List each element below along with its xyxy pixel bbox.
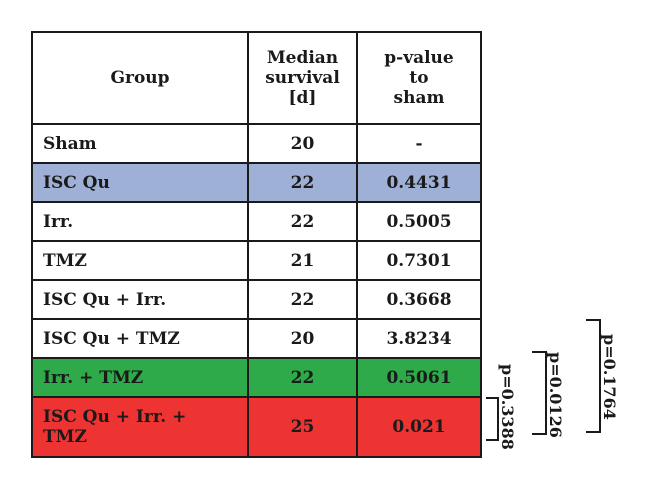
cell-pvalue: 0.5005 xyxy=(356,201,482,242)
cell-median: 22 xyxy=(247,201,358,242)
header-group: Group xyxy=(31,31,249,125)
header-group-label: Group xyxy=(110,68,170,88)
bracket-line-2 xyxy=(532,351,547,435)
table-row: TMZ 21 0.7301 xyxy=(31,240,482,281)
cell-median: 21 xyxy=(247,240,358,281)
bracket-label-1: p=0.3388 xyxy=(498,364,517,450)
cell-group-line-1: ISC Qu + Irr. + xyxy=(43,407,187,427)
cell-group-line-2: TMZ xyxy=(43,427,87,447)
bracket-label-3: p=0.1764 xyxy=(600,334,619,420)
cell-median: 22 xyxy=(247,279,358,320)
cell-group: ISC Qu + Irr. + TMZ xyxy=(31,396,249,458)
header-pvalue: p-value to sham xyxy=(356,31,482,125)
cell-median: 22 xyxy=(247,357,358,398)
cell-median: 25 xyxy=(247,396,358,458)
table-row: Irr. + TMZ 22 0.5061 xyxy=(31,357,482,398)
cell-group: Sham xyxy=(31,123,249,164)
header-median-line-2: survival xyxy=(265,68,340,88)
cell-median: 20 xyxy=(247,318,358,359)
header-median-line-1: Median xyxy=(266,48,339,68)
bracket-line-3 xyxy=(586,319,601,433)
cell-group: Irr. xyxy=(31,201,249,242)
header-row: Group Median survival [d] p-value to sha… xyxy=(31,31,482,125)
cell-pvalue: 0.021 xyxy=(356,396,482,458)
cell-group: ISC Qu + Irr. xyxy=(31,279,249,320)
bracket-label-2: p=0.0126 xyxy=(546,352,565,438)
cell-pvalue: 0.3668 xyxy=(356,279,482,320)
cell-pvalue: - xyxy=(356,123,482,164)
cell-pvalue: 0.5061 xyxy=(356,357,482,398)
significance-brackets: p=0.3388 p=0.0126 p=0.1764 xyxy=(486,319,619,450)
cell-pvalue: 0.4431 xyxy=(356,162,482,203)
table-row: ISC Qu + TMZ 20 3.8234 xyxy=(31,318,482,359)
table-row: ISC Qu 22 0.4431 xyxy=(31,162,482,203)
table-row: ISC Qu + Irr. + TMZ 25 0.021 xyxy=(31,396,482,458)
survival-table: Group Median survival [d] p-value to sha… xyxy=(31,31,482,458)
cell-median: 22 xyxy=(247,162,358,203)
header-pvalue-line-2: to xyxy=(409,68,429,88)
cell-group: Irr. + TMZ xyxy=(31,357,249,398)
table-row: ISC Qu + Irr. 22 0.3668 xyxy=(31,279,482,320)
cell-group: TMZ xyxy=(31,240,249,281)
header-pvalue-line-1: p-value xyxy=(384,48,454,68)
header-pvalue-line-3: sham xyxy=(393,88,445,108)
cell-median: 20 xyxy=(247,123,358,164)
table-row: Irr. 22 0.5005 xyxy=(31,201,482,242)
header-median-survival: Median survival [d] xyxy=(247,31,358,125)
table-row: Sham 20 - xyxy=(31,123,482,164)
cell-pvalue: 0.7301 xyxy=(356,240,482,281)
cell-pvalue: 3.8234 xyxy=(356,318,482,359)
header-median-line-3: [d] xyxy=(288,88,317,108)
cell-group: ISC Qu + TMZ xyxy=(31,318,249,359)
bracket-line-1 xyxy=(486,397,499,441)
cell-group: ISC Qu xyxy=(31,162,249,203)
